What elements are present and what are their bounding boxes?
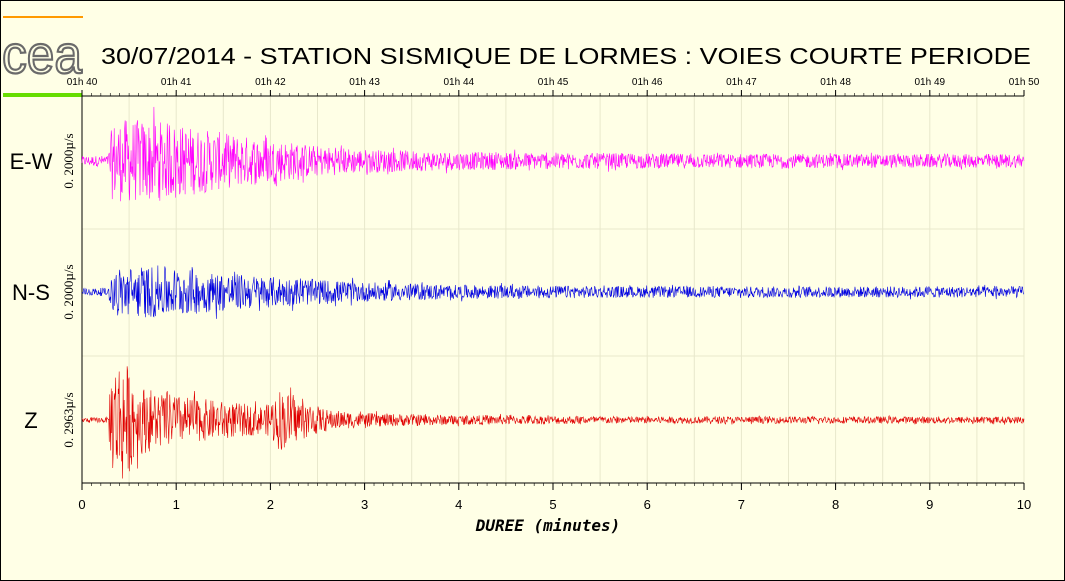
time-tick-label: 01h 41: [161, 77, 192, 88]
channel-label: N-S: [12, 280, 50, 305]
channel-labels: E-W 0. 2000µ/s N-S 0. 2000µ/s Z 0. 2963µ/s: [10, 133, 76, 447]
time-tick-label: 01h 49: [915, 77, 946, 88]
time-tick-label: 01h 42: [255, 77, 286, 88]
time-tick-label: 01h 40: [67, 77, 98, 88]
duration-tick-label: 8: [832, 497, 839, 512]
cea-logo: cea: [1, 16, 84, 97]
time-tick-label: 01h 43: [349, 77, 380, 88]
channel-label: E-W: [10, 149, 53, 174]
duration-tick-label: 10: [1017, 497, 1031, 512]
time-tick-label: 01h 48: [820, 77, 851, 88]
duration-tick-label: 0: [78, 497, 85, 512]
duration-tick-label: 1: [173, 497, 180, 512]
x-axis-label: DUREE (minutes): [475, 516, 621, 535]
trace-e-w: [81, 106, 1025, 202]
channel-scale: 0. 2000µ/s: [61, 133, 76, 188]
duration-tick-label: 2: [267, 497, 274, 512]
channel-label: Z: [24, 408, 37, 433]
logo-bottom-bar: [3, 93, 82, 97]
channel-scale: 0. 2000µ/s: [61, 264, 76, 319]
time-tick-label: 01h 50: [1009, 77, 1040, 88]
duration-tick-label: 7: [738, 497, 745, 512]
logo-text: cea: [2, 25, 83, 85]
traces: [81, 106, 1025, 479]
time-tick-label: 01h 44: [444, 77, 475, 88]
duration-axis: 0 1 2 3 4 5 6 7 8 9 10: [78, 483, 1031, 512]
trace-z: [81, 366, 1025, 479]
time-tick-label: 01h 47: [726, 77, 757, 88]
duration-tick-label: 4: [455, 497, 462, 512]
chart-title: 30/07/2014 - STATION SISMIQUE DE LORMES …: [101, 43, 1031, 69]
duration-tick-label: 5: [549, 497, 556, 512]
duration-tick-label: 6: [644, 497, 651, 512]
time-tick-label: 01h 46: [632, 77, 663, 88]
time-tick-label: 01h 45: [538, 77, 569, 88]
trace-n-s: [81, 265, 1025, 319]
duration-tick-label: 9: [926, 497, 933, 512]
duration-tick-label: 3: [361, 497, 368, 512]
time-axis: 01h 40 01h 41 01h 42 01h 43 01h 44 01h 45 01h …: [67, 77, 1040, 96]
channel-scale: 0. 2963µ/s: [61, 392, 76, 447]
